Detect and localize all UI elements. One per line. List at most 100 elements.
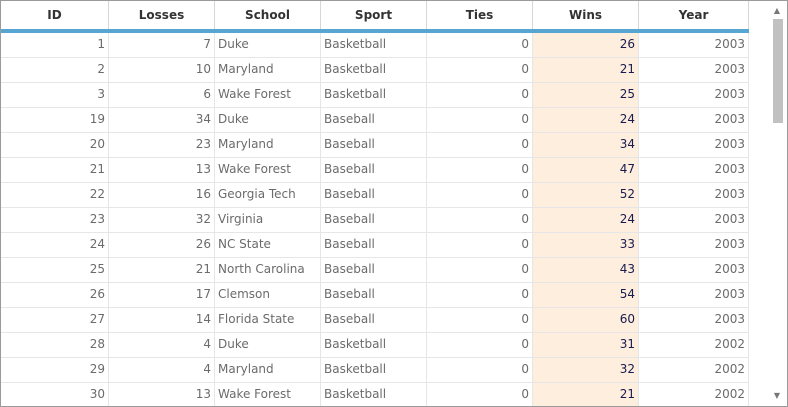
- cell-year[interactable]: 2003: [639, 33, 749, 57]
- table-row[interactable]: 27 14 Florida State Baseball 0 60 2003: [1, 308, 749, 333]
- cell-losses[interactable]: 4: [109, 358, 215, 382]
- cell-school[interactable]: Wake Forest: [215, 83, 321, 107]
- cell-id[interactable]: 21: [1, 158, 109, 182]
- cell-wins[interactable]: 24: [533, 108, 639, 132]
- cell-wins[interactable]: 26: [533, 33, 639, 57]
- cell-ties[interactable]: 0: [427, 308, 533, 332]
- cell-losses[interactable]: 10: [109, 58, 215, 82]
- cell-school[interactable]: Duke: [215, 108, 321, 132]
- cell-id[interactable]: 25: [1, 258, 109, 282]
- cell-wins[interactable]: 33: [533, 233, 639, 257]
- cell-ties[interactable]: 0: [427, 258, 533, 282]
- cell-losses[interactable]: 34: [109, 108, 215, 132]
- cell-year[interactable]: 2003: [639, 108, 749, 132]
- column-header-ties[interactable]: Ties: [427, 1, 533, 29]
- cell-ties[interactable]: 0: [427, 283, 533, 307]
- cell-school[interactable]: Wake Forest: [215, 383, 321, 406]
- cell-ties[interactable]: 0: [427, 333, 533, 357]
- cell-year[interactable]: 2003: [639, 158, 749, 182]
- cell-school[interactable]: North Carolina: [215, 258, 321, 282]
- cell-year[interactable]: 2003: [639, 183, 749, 207]
- cell-losses[interactable]: 21: [109, 258, 215, 282]
- cell-sport[interactable]: Basketball: [321, 383, 427, 406]
- cell-id[interactable]: 20: [1, 133, 109, 157]
- cell-sport[interactable]: Baseball: [321, 158, 427, 182]
- scroll-thumb[interactable]: [773, 19, 783, 123]
- cell-year[interactable]: 2003: [639, 133, 749, 157]
- table-row[interactable]: 21 13 Wake Forest Baseball 0 47 2003: [1, 158, 749, 183]
- cell-ties[interactable]: 0: [427, 383, 533, 406]
- cell-school[interactable]: Duke: [215, 333, 321, 357]
- table-row[interactable]: 29 4 Maryland Basketball 0 32 2002: [1, 358, 749, 383]
- table-row[interactable]: 1 7 Duke Basketball 0 26 2003: [1, 33, 749, 58]
- table-row[interactable]: 28 4 Duke Basketball 0 31 2002: [1, 333, 749, 358]
- cell-wins[interactable]: 43: [533, 258, 639, 282]
- cell-year[interactable]: 2002: [639, 383, 749, 406]
- cell-sport[interactable]: Baseball: [321, 183, 427, 207]
- cell-year[interactable]: 2003: [639, 308, 749, 332]
- cell-sport[interactable]: Baseball: [321, 108, 427, 132]
- cell-school[interactable]: Georgia Tech: [215, 183, 321, 207]
- table-row[interactable]: 23 32 Virginia Baseball 0 24 2003: [1, 208, 749, 233]
- cell-year[interactable]: 2003: [639, 283, 749, 307]
- column-header-losses[interactable]: Losses: [109, 1, 215, 29]
- cell-ties[interactable]: 0: [427, 133, 533, 157]
- cell-wins[interactable]: 32: [533, 358, 639, 382]
- table-row[interactable]: 3 6 Wake Forest Basketball 0 25 2003: [1, 83, 749, 108]
- cell-school[interactable]: NC State: [215, 233, 321, 257]
- table-row[interactable]: 30 13 Wake Forest Basketball 0 21 2002: [1, 383, 749, 406]
- cell-sport[interactable]: Baseball: [321, 283, 427, 307]
- cell-wins[interactable]: 24: [533, 208, 639, 232]
- column-header-sport[interactable]: Sport: [321, 1, 427, 29]
- cell-wins[interactable]: 31: [533, 333, 639, 357]
- cell-ties[interactable]: 0: [427, 158, 533, 182]
- cell-id[interactable]: 30: [1, 383, 109, 406]
- table-row[interactable]: 22 16 Georgia Tech Baseball 0 52 2003: [1, 183, 749, 208]
- cell-losses[interactable]: 7: [109, 33, 215, 57]
- cell-sport[interactable]: Basketball: [321, 333, 427, 357]
- cell-id[interactable]: 22: [1, 183, 109, 207]
- cell-year[interactable]: 2002: [639, 333, 749, 357]
- table-row[interactable]: 19 34 Duke Baseball 0 24 2003: [1, 108, 749, 133]
- cell-school[interactable]: Clemson: [215, 283, 321, 307]
- table-row[interactable]: 2 10 Maryland Basketball 0 21 2003: [1, 58, 749, 83]
- cell-sport[interactable]: Baseball: [321, 208, 427, 232]
- cell-losses[interactable]: 14: [109, 308, 215, 332]
- cell-wins[interactable]: 25: [533, 83, 639, 107]
- cell-school[interactable]: Wake Forest: [215, 158, 321, 182]
- cell-school[interactable]: Duke: [215, 33, 321, 57]
- cell-school[interactable]: Maryland: [215, 358, 321, 382]
- cell-sport[interactable]: Basketball: [321, 83, 427, 107]
- cell-losses[interactable]: 17: [109, 283, 215, 307]
- cell-wins[interactable]: 34: [533, 133, 639, 157]
- cell-losses[interactable]: 13: [109, 383, 215, 406]
- cell-ties[interactable]: 0: [427, 183, 533, 207]
- cell-id[interactable]: 23: [1, 208, 109, 232]
- cell-year[interactable]: 2003: [639, 208, 749, 232]
- cell-sport[interactable]: Baseball: [321, 233, 427, 257]
- cell-wins[interactable]: 54: [533, 283, 639, 307]
- cell-year[interactable]: 2002: [639, 358, 749, 382]
- cell-school[interactable]: Virginia: [215, 208, 321, 232]
- cell-year[interactable]: 2003: [639, 258, 749, 282]
- cell-ties[interactable]: 0: [427, 108, 533, 132]
- cell-id[interactable]: 28: [1, 333, 109, 357]
- cell-id[interactable]: 26: [1, 283, 109, 307]
- scroll-down-icon[interactable]: ▼: [773, 391, 781, 400]
- cell-wins[interactable]: 60: [533, 308, 639, 332]
- cell-losses[interactable]: 6: [109, 83, 215, 107]
- cell-wins[interactable]: 21: [533, 383, 639, 406]
- cell-ties[interactable]: 0: [427, 233, 533, 257]
- cell-school[interactable]: Maryland: [215, 58, 321, 82]
- cell-ties[interactable]: 0: [427, 208, 533, 232]
- cell-id[interactable]: 24: [1, 233, 109, 257]
- cell-year[interactable]: 2003: [639, 83, 749, 107]
- vertical-scrollbar[interactable]: ▲ ▼: [751, 1, 787, 406]
- scroll-up-icon[interactable]: ▲: [773, 6, 781, 15]
- cell-id[interactable]: 1: [1, 33, 109, 57]
- column-header-year[interactable]: Year: [639, 1, 749, 29]
- cell-school[interactable]: Maryland: [215, 133, 321, 157]
- cell-id[interactable]: 2: [1, 58, 109, 82]
- cell-sport[interactable]: Basketball: [321, 33, 427, 57]
- cell-losses[interactable]: 4: [109, 333, 215, 357]
